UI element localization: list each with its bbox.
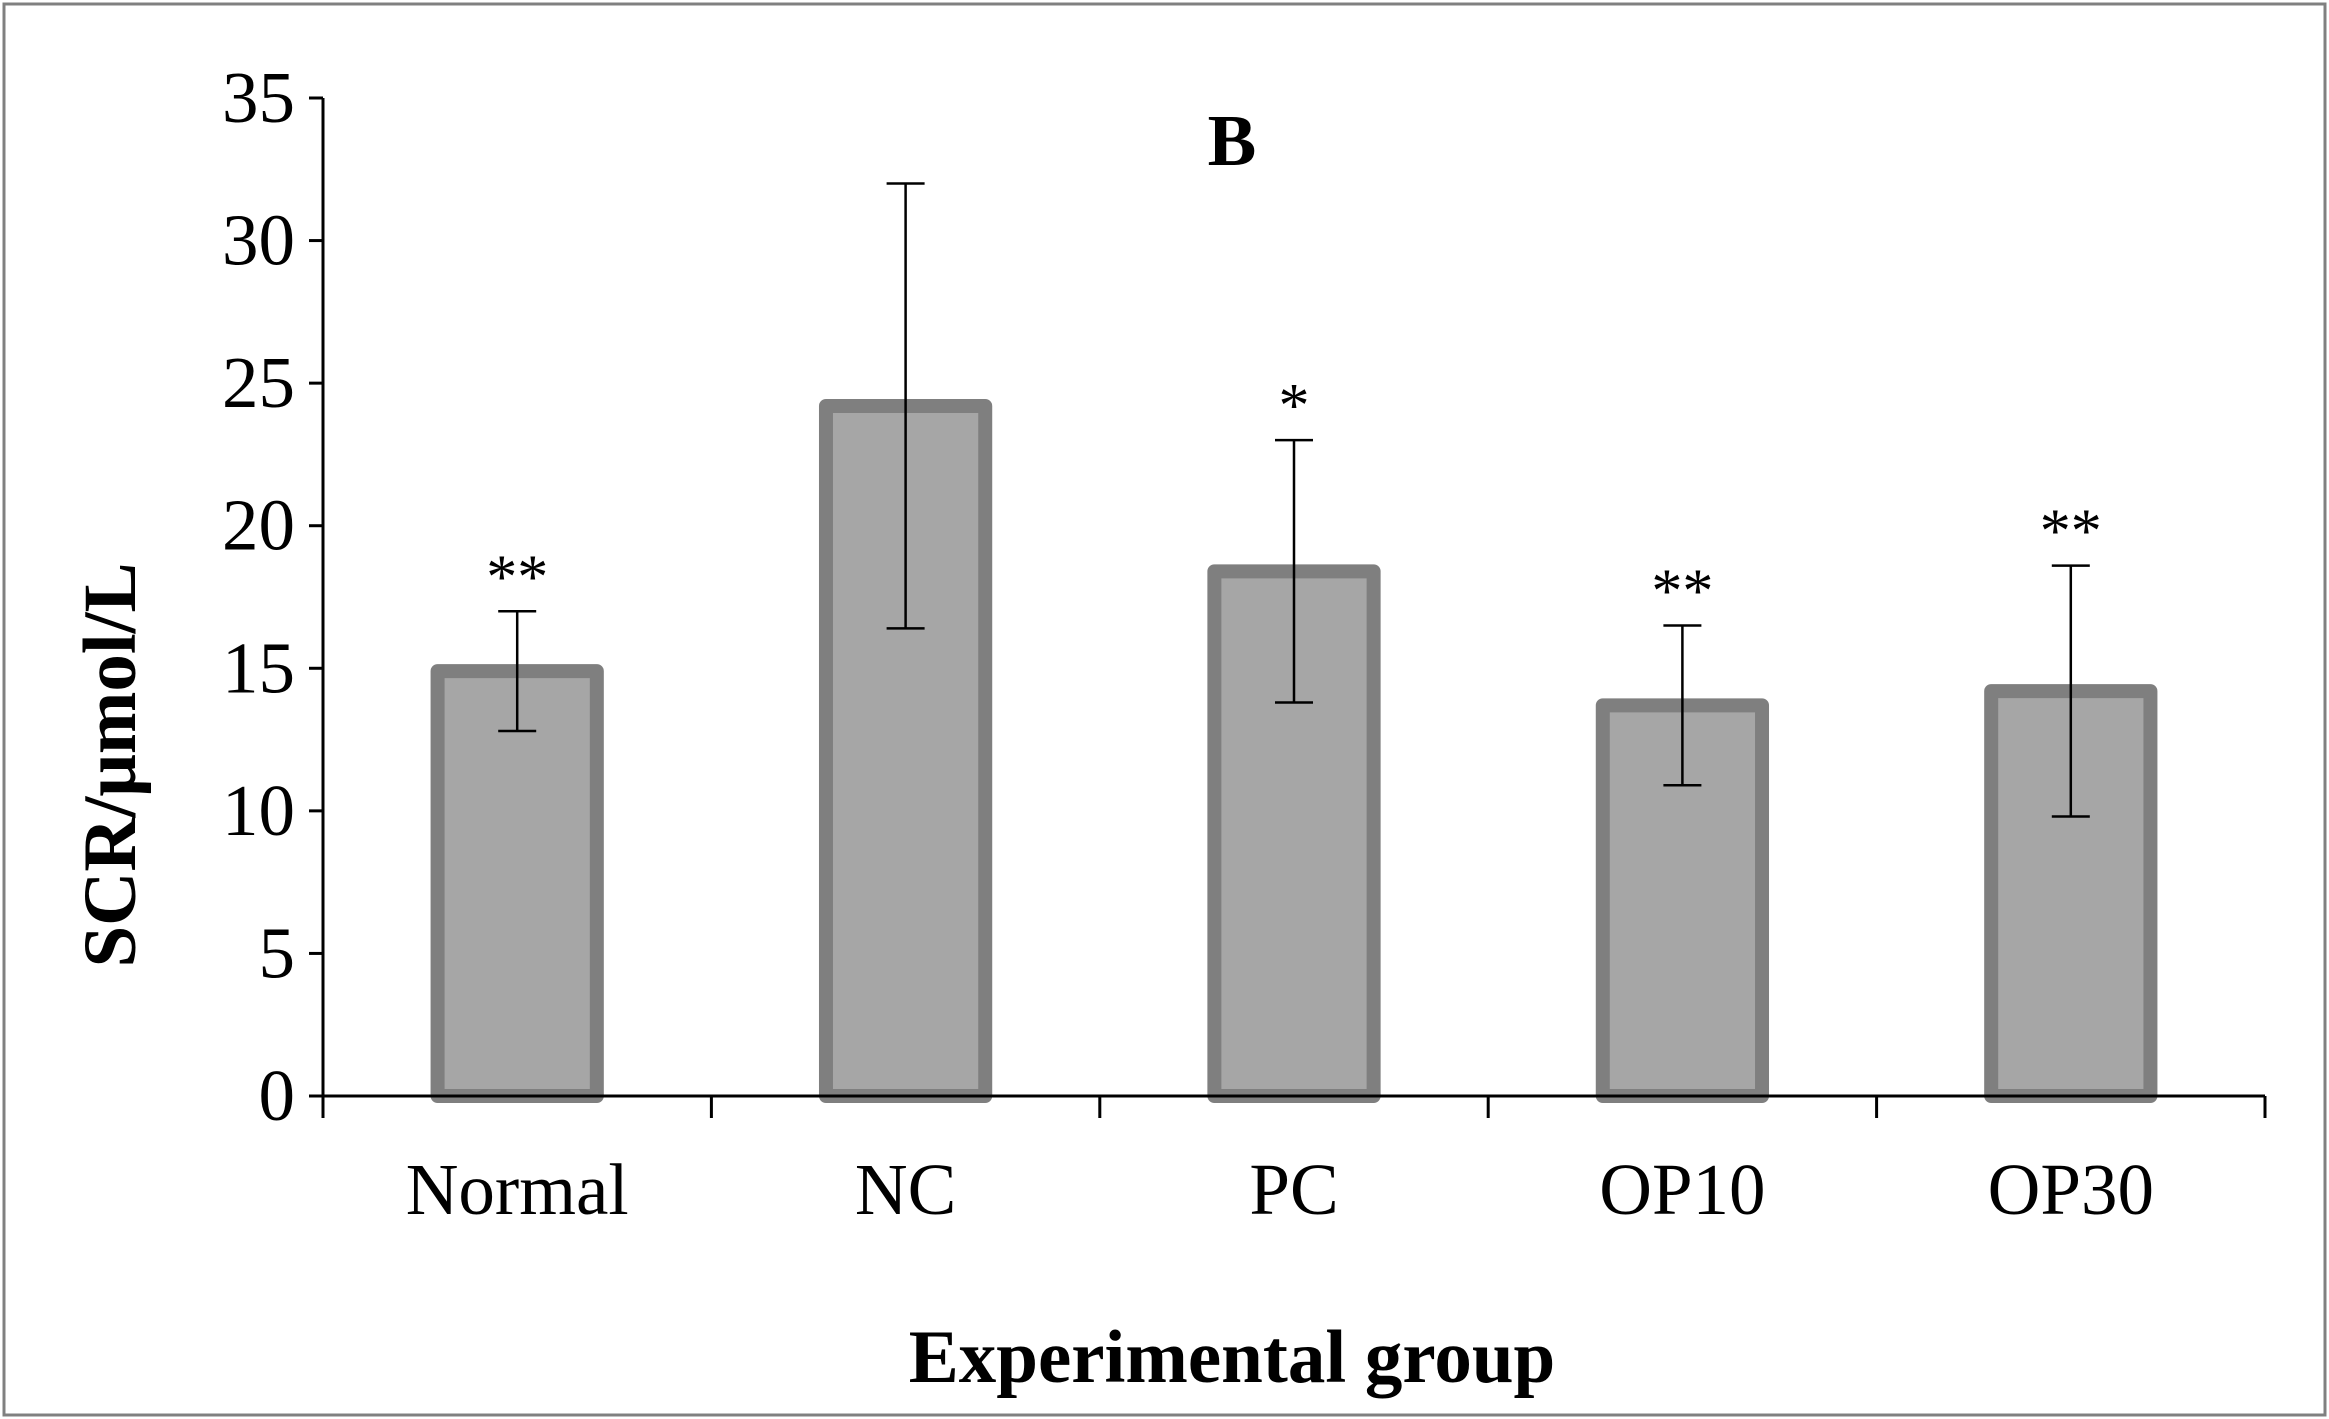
y-tick-label: 5 <box>259 912 296 993</box>
bar-normal <box>430 664 604 1103</box>
y-tick-label: 30 <box>222 200 295 281</box>
x-tick-label-op10: OP10 <box>1599 1149 1765 1230</box>
x-axis-title: Experimental group <box>909 1316 1556 1399</box>
labels-group: 0 5 10 15 20 25 30 35 ** Normal NC * PC ** OP10 ** OP30 <box>222 57 2154 1230</box>
y-tick-label: 10 <box>222 770 295 851</box>
significance-label: * <box>1279 372 1310 440</box>
y-tick-label: 20 <box>222 485 295 566</box>
y-tick-label: 25 <box>222 342 295 423</box>
error-bars-group <box>498 182 2090 818</box>
y-tick-label: 0 <box>259 1055 296 1136</box>
x-tick-label-op30: OP30 <box>1988 1149 2154 1230</box>
y-axis-title: SCR/μmol/L <box>69 562 152 967</box>
chart-title: B <box>1208 100 1257 181</box>
x-tick-label-normal: Normal <box>406 1149 629 1230</box>
x-tick-label-pc: PC <box>1249 1149 1338 1230</box>
bar-op10 <box>1595 698 1770 1104</box>
y-tick-label: 15 <box>222 627 295 708</box>
x-tick-label-nc: NC <box>855 1149 956 1230</box>
y-tick-label: 35 <box>222 57 295 138</box>
significance-label: ** <box>2040 498 2102 566</box>
axes-group <box>309 96 2267 1118</box>
significance-label: ** <box>1651 558 1713 626</box>
significance-label: ** <box>486 543 548 611</box>
